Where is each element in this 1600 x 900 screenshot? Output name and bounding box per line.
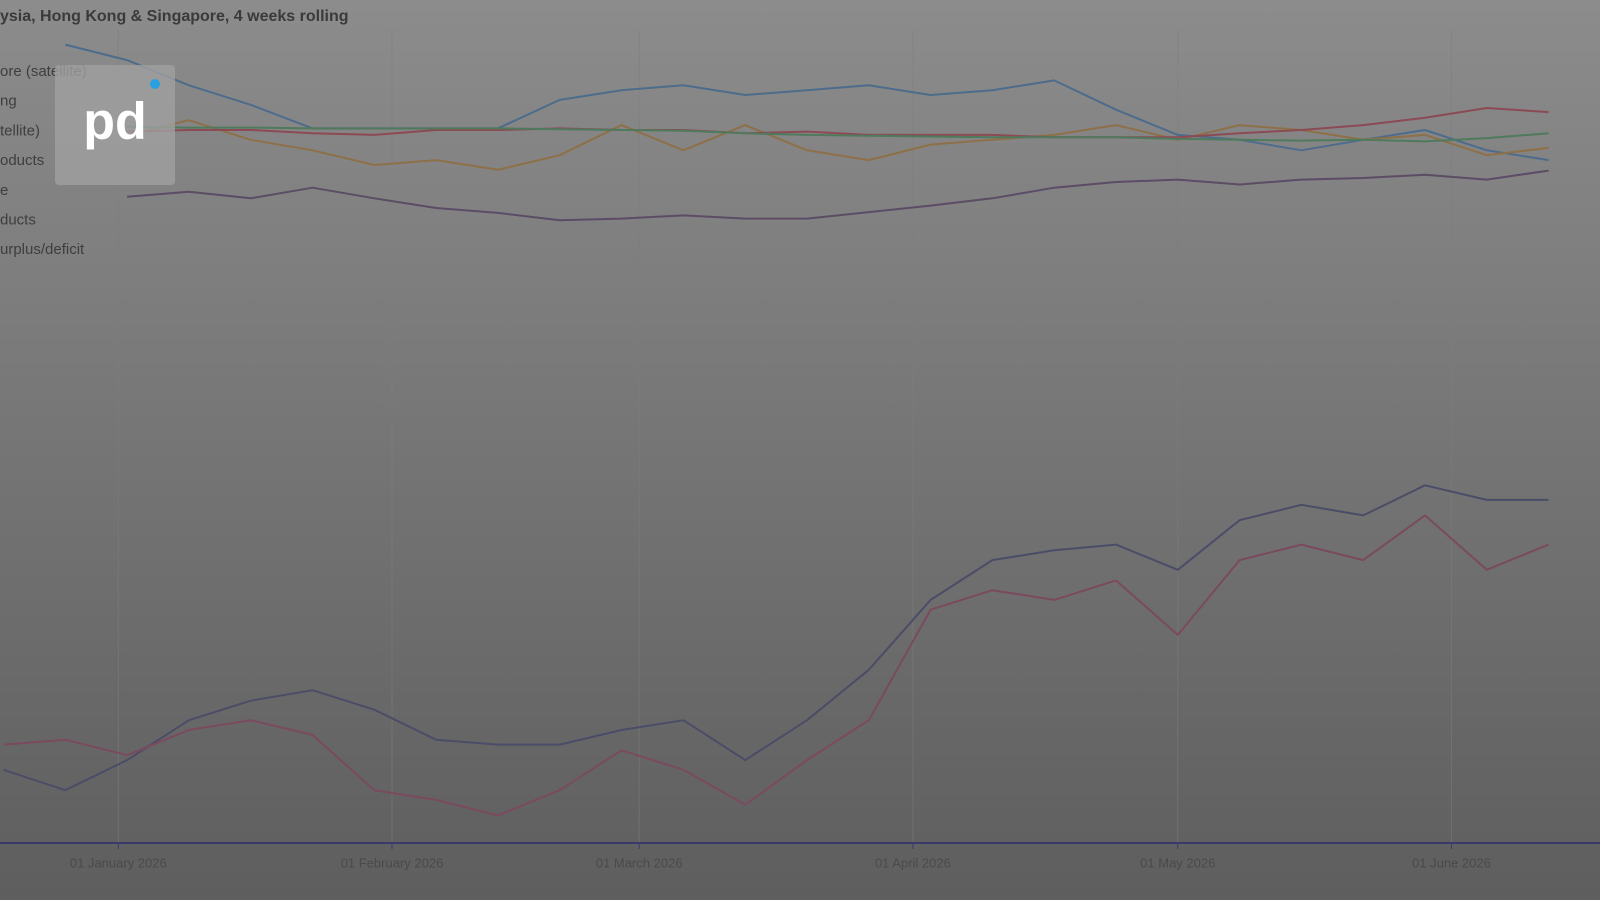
legend-label: tellite)	[0, 122, 40, 139]
x-tick-label: 01 April 2026	[875, 855, 951, 870]
chart-title: ysia, Hong Kong & Singapore, 4 weeks rol…	[0, 8, 349, 25]
logo-dot	[150, 79, 160, 89]
legend-label: oducts	[0, 152, 44, 169]
series-line	[127, 125, 1549, 143]
x-tick-label: 01 May 2026	[1140, 855, 1215, 870]
logo-box	[55, 65, 175, 185]
series-line	[3, 484, 1549, 792]
legend-label: urplus/deficit	[0, 241, 85, 258]
series-line	[3, 514, 1549, 817]
logo: pd	[83, 93, 147, 151]
legend-label: ng	[0, 93, 17, 110]
x-tick-label: 01 June 2026	[1412, 855, 1491, 870]
legend-label: e	[0, 182, 8, 199]
x-tick-label: 01 March 2026	[596, 855, 683, 870]
series-line	[127, 169, 1549, 222]
x-tick-label: 01 January 2026	[70, 855, 167, 870]
series-line	[126, 119, 1549, 171]
x-tick-label: 01 February 2026	[341, 855, 444, 870]
series-line	[127, 107, 1549, 139]
legend-label: ducts	[0, 211, 36, 228]
